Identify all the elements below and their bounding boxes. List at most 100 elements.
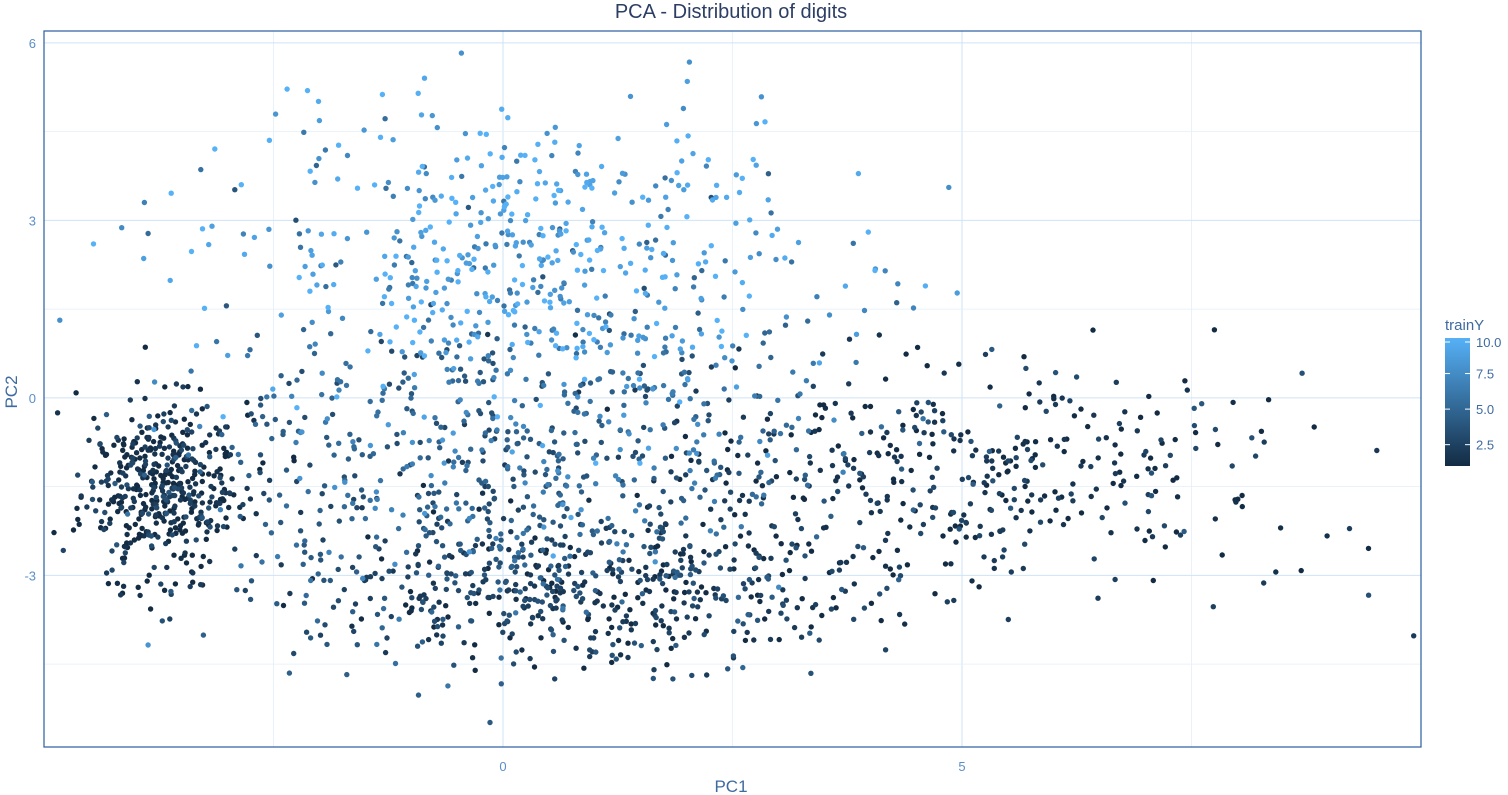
scatter-point	[444, 576, 450, 582]
scatter-point	[130, 455, 136, 461]
scatter-point	[701, 548, 707, 555]
scatter-point	[313, 162, 320, 169]
scatter-point	[486, 533, 493, 540]
scatter-point	[689, 563, 695, 569]
scatter-point	[294, 377, 300, 383]
scatter-point	[223, 449, 230, 455]
scatter-point	[148, 543, 155, 549]
scatter-point	[419, 639, 426, 645]
scatter-point	[400, 379, 406, 385]
scatter-point	[835, 443, 841, 449]
scatter-point	[740, 664, 746, 671]
scatter-point	[740, 306, 746, 313]
scatter-point	[635, 595, 641, 601]
scatter-point	[609, 652, 615, 658]
scatter-point	[482, 505, 488, 511]
scatter-point	[703, 590, 709, 596]
scatter-point	[136, 516, 142, 522]
scatter-point	[307, 635, 314, 641]
scatter-point	[740, 621, 746, 627]
scatter-point	[511, 322, 518, 328]
scatter-point	[713, 551, 719, 557]
scatter-point	[436, 350, 442, 356]
scatter-point	[575, 409, 581, 416]
scatter-point	[207, 524, 213, 530]
scatter-point	[677, 346, 683, 352]
scatter-point	[457, 252, 463, 259]
scatter-point	[165, 424, 171, 430]
scatter-point	[177, 497, 184, 503]
scatter-point	[312, 341, 318, 347]
scatter-point	[425, 455, 431, 461]
scatter-point	[1229, 463, 1235, 469]
scatter-point	[866, 449, 873, 456]
scatter-point	[756, 363, 762, 369]
scatter-point	[505, 463, 511, 470]
scatter-point	[670, 676, 676, 682]
scatter-point	[496, 181, 502, 188]
scatter-point	[1037, 399, 1043, 405]
scatter-point	[427, 224, 433, 230]
scatter-point	[530, 277, 537, 283]
scatter-point	[384, 635, 390, 641]
scatter-point	[325, 308, 332, 315]
scatter-point	[782, 322, 789, 328]
scatter-point	[438, 514, 444, 520]
scatter-point	[425, 317, 432, 323]
scatter-point	[731, 557, 737, 563]
scatter-point	[161, 411, 167, 417]
scatter-point	[1022, 438, 1028, 445]
scatter-point	[803, 378, 810, 384]
scatter-point	[625, 654, 631, 661]
scatter-point	[1258, 428, 1265, 434]
scatter-point	[297, 475, 303, 482]
scatter-point	[206, 471, 212, 477]
scatter-point	[878, 424, 885, 430]
scatter-point	[119, 225, 125, 231]
scatter-point	[694, 589, 701, 595]
scatter-point	[575, 511, 581, 518]
scatter-point	[514, 189, 520, 195]
scatter-point	[387, 275, 393, 281]
scatter-point	[894, 458, 900, 465]
legend-break-label: 10.0	[1476, 335, 1501, 350]
scatter-point	[504, 228, 511, 234]
scatter-point	[652, 559, 658, 565]
scatter-point	[390, 193, 396, 199]
scatter-point	[468, 569, 474, 576]
scatter-point	[951, 436, 957, 442]
scatter-point	[374, 496, 380, 503]
scatter-point	[455, 267, 461, 274]
scatter-point	[506, 546, 512, 553]
scatter-point	[802, 472, 808, 478]
scatter-point	[324, 416, 330, 422]
scatter-point	[686, 589, 692, 595]
scatter-point	[510, 476, 516, 482]
scatter-point	[650, 675, 656, 682]
scatter-point	[1112, 576, 1118, 583]
scatter-point	[86, 437, 92, 443]
scatter-point	[591, 635, 597, 641]
scatter-point	[650, 386, 656, 392]
scatter-point	[801, 496, 808, 502]
scatter-point	[445, 458, 452, 464]
scatter-point	[534, 181, 541, 187]
scatter-point	[358, 616, 365, 622]
scatter-point	[573, 593, 579, 600]
scatter-point	[829, 568, 835, 574]
scatter-point	[622, 591, 628, 597]
scatter-point	[320, 537, 326, 543]
scatter-point	[774, 226, 781, 232]
scatter-point	[622, 270, 629, 276]
scatter-point	[583, 171, 590, 177]
scatter-point	[673, 642, 679, 649]
scatter-point	[481, 566, 488, 572]
scatter-point	[714, 586, 721, 592]
scatter-point	[379, 575, 385, 582]
scatter-point	[153, 494, 159, 501]
scatter-point	[868, 600, 875, 606]
scatter-point	[341, 504, 348, 510]
scatter-point	[684, 78, 690, 85]
scatter-point	[137, 487, 143, 493]
scatter-point	[636, 502, 643, 508]
